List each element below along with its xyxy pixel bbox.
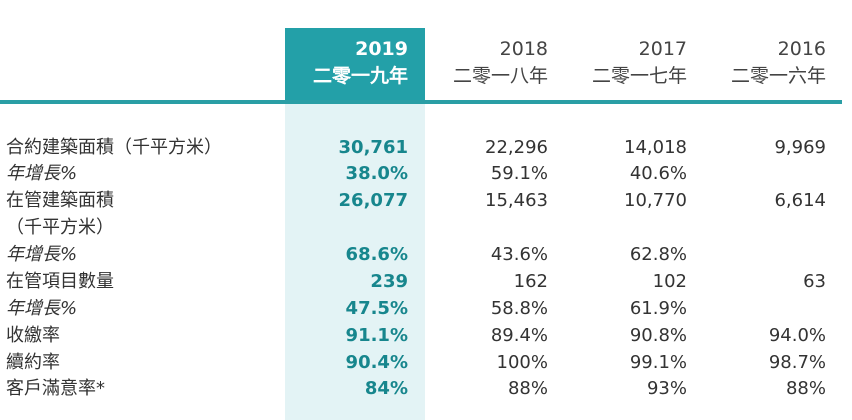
- column-chinese-year: 二零一七年: [591, 65, 687, 87]
- row-label: （千平方米）: [6, 217, 114, 238]
- value-cell: 62.8%: [629, 244, 687, 265]
- value-cell: 239: [370, 271, 408, 292]
- value-cell: 38.0%: [345, 163, 408, 184]
- value-cell: 59.1%: [490, 163, 548, 184]
- value-cell: 89.4%: [490, 325, 548, 346]
- value-cell: 63: [803, 271, 826, 292]
- value-cell: 102: [652, 271, 687, 292]
- value-cell: 40.6%: [629, 163, 687, 184]
- column-year: 2018: [499, 38, 548, 60]
- value-cell: 91.1%: [345, 325, 408, 346]
- value-cell: 68.6%: [345, 244, 408, 265]
- value-cell: 61.9%: [629, 298, 687, 319]
- value-cell: 100%: [496, 352, 548, 373]
- value-cell: 30,761: [338, 137, 408, 158]
- row-label: 客戶滿意率*: [6, 378, 105, 399]
- highlight-column: [285, 104, 425, 420]
- row-label: 收繳率: [6, 325, 60, 346]
- value-cell: 162: [513, 271, 548, 292]
- column-chinese-year: 二零一六年: [730, 65, 826, 87]
- value-cell: 99.1%: [629, 352, 687, 373]
- value-cell: 47.5%: [345, 298, 408, 319]
- value-cell: 58.8%: [490, 298, 548, 319]
- column-year: 2019: [355, 38, 408, 60]
- row-label: 續約率: [6, 352, 60, 373]
- value-cell: 98.7%: [768, 352, 826, 373]
- row-label: 年增長%: [6, 298, 78, 319]
- value-cell: 90.4%: [345, 352, 408, 373]
- value-cell: 94.0%: [768, 325, 826, 346]
- row-label: 在管項目數量: [6, 271, 114, 292]
- value-cell: 9,969: [774, 137, 826, 158]
- value-cell: 90.8%: [629, 325, 687, 346]
- value-cell: 88%: [507, 378, 548, 399]
- value-cell: 10,770: [624, 190, 687, 211]
- value-cell: 43.6%: [490, 244, 548, 265]
- value-cell: 84%: [364, 378, 408, 399]
- value-cell: 93%: [646, 378, 687, 399]
- value-cell: 15,463: [485, 190, 548, 211]
- row-label: 在管建築面積: [6, 190, 114, 211]
- highlight-header: [285, 28, 425, 102]
- column-chinese-year: 二零一八年: [452, 65, 548, 87]
- value-cell: 88%: [785, 378, 826, 399]
- value-cell: 6,614: [774, 190, 826, 211]
- row-label: 合約建築面積（千平方米）: [6, 137, 222, 158]
- value-cell: 14,018: [624, 137, 687, 158]
- row-label: 年增長%: [6, 244, 78, 265]
- value-cell: 26,077: [338, 190, 408, 211]
- header-rule: [0, 100, 842, 104]
- value-cell: 22,296: [485, 137, 548, 158]
- column-year: 2016: [777, 38, 826, 60]
- column-year: 2017: [638, 38, 687, 60]
- row-label: 年增長%: [6, 163, 78, 184]
- column-chinese-year: 二零一九年: [312, 65, 408, 87]
